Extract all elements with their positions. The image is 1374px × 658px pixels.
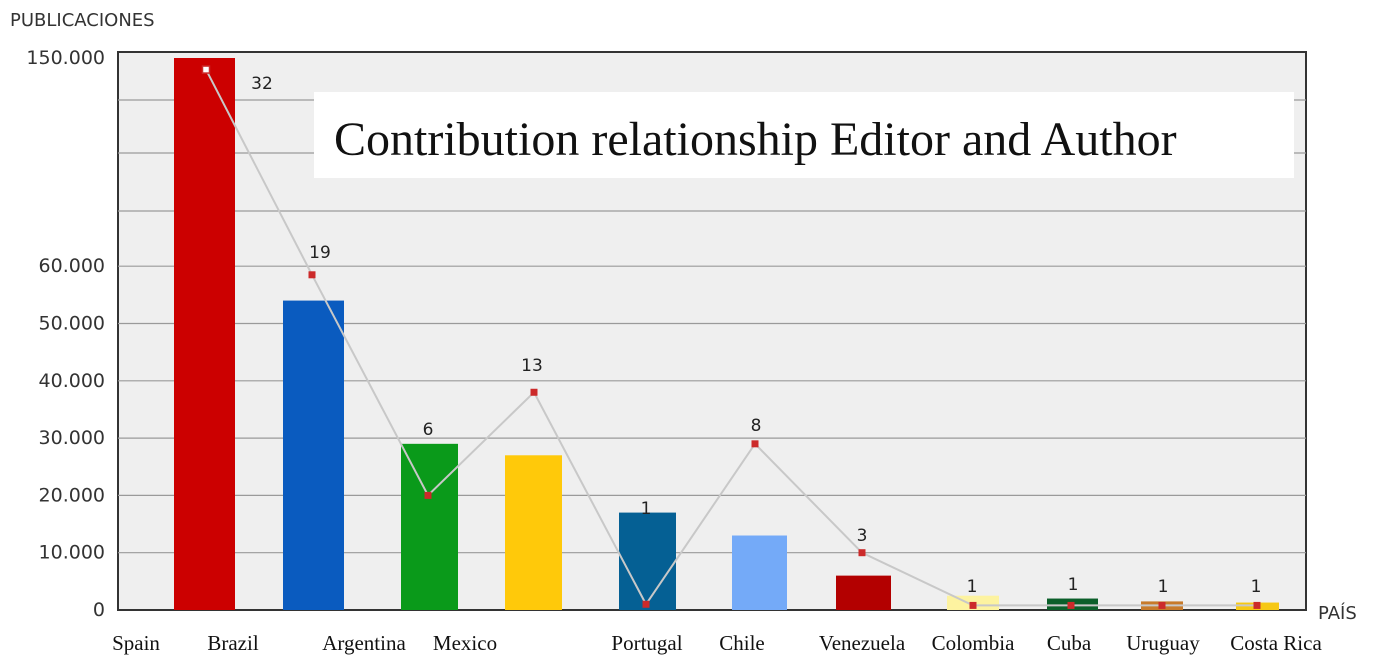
x-tick-label: Uruguay	[1126, 631, 1200, 655]
y-tick-label: 20.000	[39, 484, 105, 506]
y-tick-label: 30.000	[39, 427, 105, 449]
y-tick-labels: 150.000 60.000 50.000 40.000 30.000 20.000 10.…	[26, 47, 105, 621]
data-label: 1	[1158, 577, 1169, 597]
x-tick-label: Portugal	[611, 631, 682, 655]
x-tick-label: Brazil	[207, 631, 258, 655]
bar	[619, 512, 676, 610]
data-label: 1	[641, 499, 652, 519]
data-label: 8	[751, 416, 762, 436]
x-tick-label: Cuba	[1047, 631, 1092, 655]
bar	[401, 443, 458, 610]
data-label: 32	[251, 74, 273, 94]
data-point	[751, 440, 759, 448]
y-tick-label: 10.000	[39, 542, 105, 564]
line-series: 32 19 6 13 1 8 3 1 1 1 1	[201, 65, 1262, 609]
data-label: 1	[1251, 577, 1262, 597]
bar	[283, 300, 344, 610]
bar	[836, 575, 891, 610]
data-point	[1253, 601, 1261, 609]
x-tick-label: Colombia	[932, 631, 1016, 655]
x-tick-label: Chile	[719, 631, 765, 655]
data-point	[858, 549, 866, 557]
data-point	[308, 271, 316, 279]
data-label: 13	[521, 356, 543, 376]
data-point	[1067, 601, 1075, 609]
bar	[505, 455, 562, 610]
x-tick-label: Mexico	[433, 631, 497, 655]
data-label: 19	[309, 243, 331, 263]
data-point	[530, 388, 538, 396]
data-label: 3	[857, 526, 868, 546]
y-tick-label: 50.000	[39, 313, 105, 335]
y-tick-label: 40.000	[39, 370, 105, 392]
data-point	[642, 600, 650, 608]
x-tick-label: Spain	[112, 631, 160, 655]
data-point	[1158, 601, 1166, 609]
x-axis-label: PAÍS	[1318, 602, 1357, 624]
data-point	[201, 65, 211, 74]
x-tick-labels: Spain Brazil Argentina Mexico Portugal Chile V…	[112, 631, 1322, 655]
y-tick-label: 0	[93, 599, 105, 621]
data-label: 6	[423, 420, 434, 440]
bar	[174, 58, 235, 610]
y-tick-label: 60.000	[39, 255, 105, 277]
x-tick-label: Venezuela	[819, 631, 906, 655]
data-point	[424, 491, 432, 499]
data-label: 1	[967, 577, 978, 597]
bars	[174, 58, 1279, 610]
data-label: 1	[1068, 575, 1079, 595]
bar	[732, 535, 787, 610]
y-axis-label: PUBLICACIONES	[10, 10, 155, 31]
annotation-box	[314, 92, 1294, 178]
x-tick-label: Argentina	[322, 631, 406, 655]
annotation-text: Contribution relationship Editor and Aut…	[334, 113, 1177, 166]
y-tick-label: 150.000	[26, 47, 105, 69]
data-point	[969, 601, 977, 609]
x-tick-label: Costa Rica	[1230, 631, 1322, 655]
